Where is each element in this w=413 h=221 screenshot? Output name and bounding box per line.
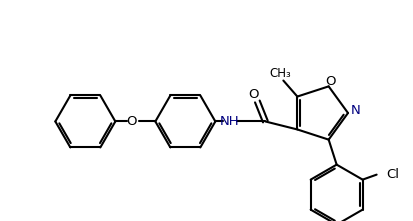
Text: N: N bbox=[351, 105, 361, 118]
Text: CH₃: CH₃ bbox=[269, 67, 291, 80]
Text: O: O bbox=[325, 75, 336, 88]
Text: O: O bbox=[126, 115, 137, 128]
Text: Cl: Cl bbox=[387, 168, 400, 181]
Text: O: O bbox=[248, 88, 259, 101]
Text: NH: NH bbox=[220, 115, 239, 128]
